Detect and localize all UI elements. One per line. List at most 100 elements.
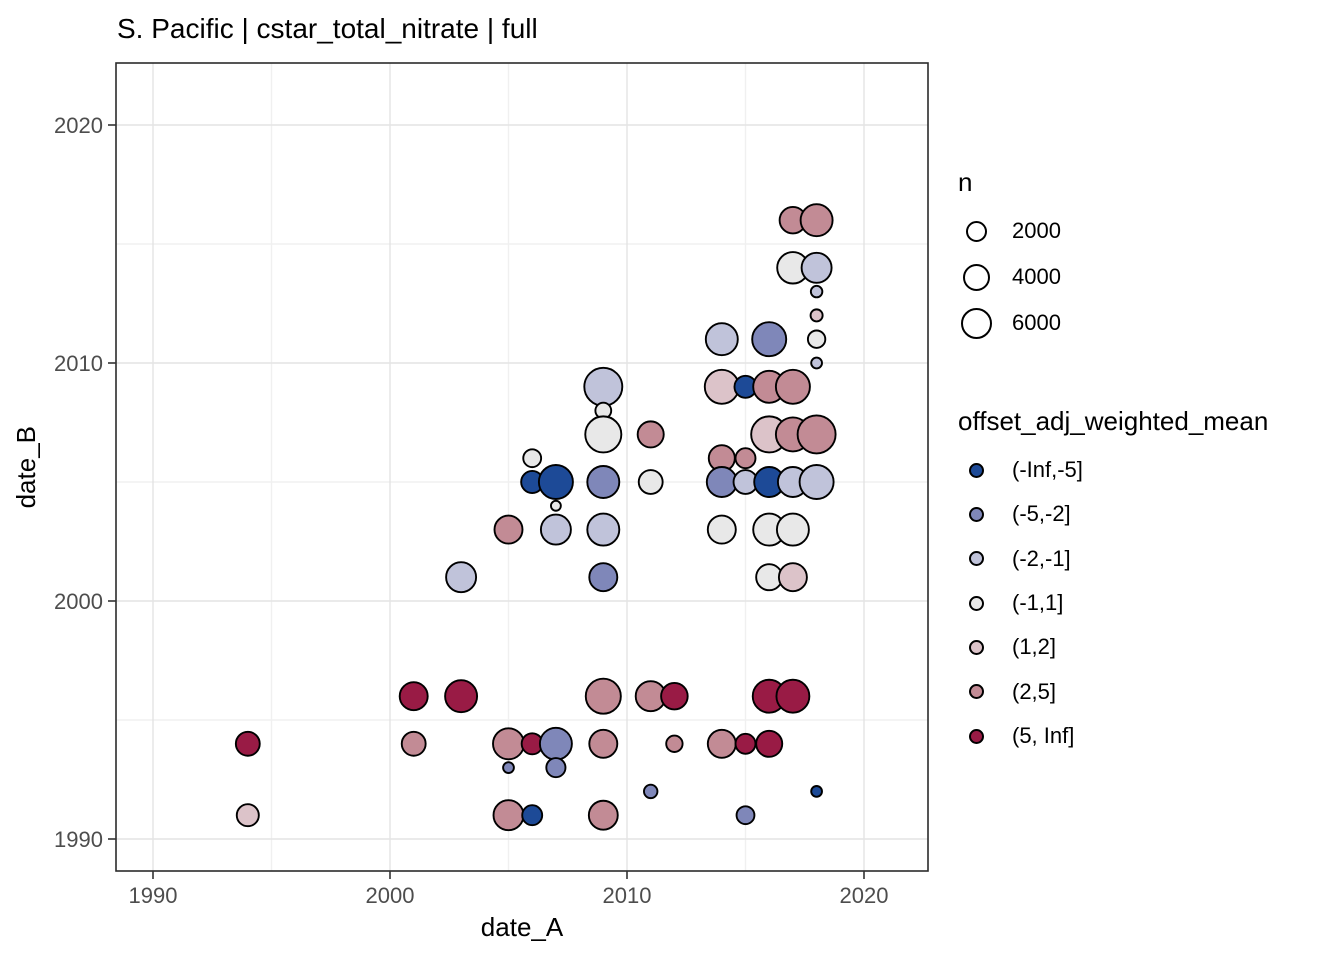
data-point [521, 804, 544, 827]
y-axis-title: date_B [10, 425, 41, 509]
y-tick-label: 2020 [54, 113, 103, 138]
color-legend-item: (-Inf,-5] [958, 448, 1268, 492]
data-point [492, 727, 525, 761]
data-point [235, 803, 260, 828]
size-swatch-circle [960, 307, 992, 339]
panel-border [115, 62, 929, 872]
color-swatch-circle [968, 595, 984, 611]
data-point [588, 728, 619, 759]
data-point [755, 729, 784, 758]
color-legend-key [958, 684, 994, 700]
color-swatch-circle [968, 728, 984, 744]
size-legend-label: 4000 [1012, 264, 1061, 289]
size-legend-key [958, 263, 994, 291]
data-point [445, 561, 478, 594]
color-legend-key [958, 551, 994, 567]
color-legend-key [958, 728, 994, 744]
data-point [636, 420, 665, 449]
size-legend-title: n [958, 167, 973, 197]
size-legend-label: 2000 [1012, 218, 1061, 243]
data-point [734, 447, 757, 470]
data-point [400, 730, 427, 757]
color-legend-title: offset_adj_weighted_mean [958, 406, 1269, 436]
data-point [799, 203, 834, 238]
color-legend-item: (5, Inf] [958, 714, 1268, 758]
data-point [538, 726, 573, 761]
size-legend-key [958, 307, 994, 339]
data-point [706, 514, 737, 545]
y-tick-label: 1990 [54, 827, 103, 852]
size-legend-item: 6000 [958, 300, 1061, 346]
data-point [234, 730, 261, 757]
y-tick-label: 2000 [54, 589, 103, 614]
y-tick-label: 2010 [54, 351, 103, 376]
data-point [809, 308, 824, 323]
data-point [704, 322, 739, 357]
data-point [800, 251, 833, 284]
color-legend-label: (-5,-2] [1012, 501, 1071, 527]
data-point [584, 415, 623, 454]
color-legend-key [958, 506, 994, 522]
data-point [796, 414, 837, 455]
color-legend-rows: (-Inf,-5] (-5,-2] (-2,-1] (-1,1] (1,2] (2,5] (… [958, 448, 1268, 758]
size-legend: n 2000 4000 6000 [958, 166, 1061, 346]
data-point [539, 513, 572, 546]
data-point [643, 783, 659, 800]
size-legend-item: 4000 [958, 254, 1061, 300]
data-point [775, 512, 810, 547]
x-tick-label: 2020 [840, 883, 889, 908]
color-legend-item: (-5,-2] [958, 492, 1268, 536]
color-legend-item: (1,2] [958, 625, 1268, 669]
data-point [777, 562, 808, 593]
data-point [660, 681, 689, 711]
color-swatch-circle [968, 639, 984, 655]
data-point [493, 514, 524, 545]
data-point [810, 356, 823, 370]
size-swatch-circle [962, 263, 990, 291]
data-point [706, 728, 737, 759]
color-legend-key [958, 462, 994, 478]
color-legend-label: (1,2] [1012, 634, 1057, 660]
color-legend: offset_adj_weighted_mean (-Inf,-5] (-5,-2… [958, 405, 1268, 758]
color-swatch-circle [968, 462, 984, 478]
color-legend-key [958, 595, 994, 611]
data-point [665, 734, 684, 753]
data-point [751, 321, 788, 358]
color-swatch-circle [968, 684, 984, 700]
data-point [398, 681, 429, 712]
x-tick-label: 2010 [603, 883, 652, 908]
data-point [522, 448, 543, 469]
data-point [492, 799, 525, 832]
data-point [806, 329, 827, 349]
color-legend-item: (-1,1] [958, 581, 1268, 625]
data-point [734, 732, 757, 755]
color-legend-label: (2,5] [1012, 678, 1057, 704]
data-point [550, 499, 562, 512]
color-legend-label: (-1,1] [1012, 590, 1064, 616]
data-point [583, 366, 624, 407]
data-point [586, 512, 621, 547]
data-point [537, 464, 574, 500]
data-point [586, 465, 621, 499]
size-swatch-circle [965, 220, 987, 242]
data-point [588, 562, 619, 593]
color-legend-item: (2,5] [958, 670, 1268, 714]
color-legend-label: (-2,-1] [1012, 545, 1071, 571]
y-axis-title-wrap: date_B [8, 63, 44, 871]
data-point [587, 799, 619, 831]
data-point [810, 785, 823, 798]
data-point [444, 679, 479, 714]
size-legend-item: 2000 [958, 208, 1061, 254]
color-swatch-circle [968, 551, 984, 567]
size-legend-key [958, 220, 994, 242]
data-point [735, 805, 756, 826]
size-legend-rows: 2000 4000 6000 [958, 208, 1061, 346]
color-legend-key [958, 639, 994, 655]
size-legend-label: 6000 [1012, 310, 1061, 335]
data-point [637, 469, 664, 495]
data-point [584, 677, 622, 715]
color-legend-label: (5, Inf] [1012, 723, 1075, 749]
x-axis-title: date_A [480, 912, 564, 942]
